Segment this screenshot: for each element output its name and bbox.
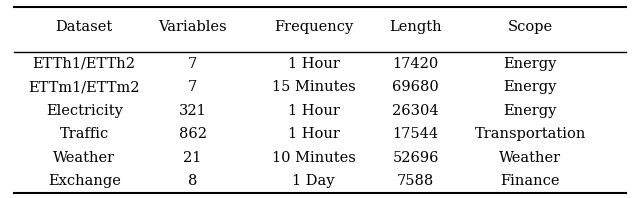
- Text: Weather: Weather: [53, 150, 115, 165]
- Text: 17420: 17420: [392, 57, 438, 71]
- Text: Scope: Scope: [508, 20, 553, 34]
- Text: 21: 21: [184, 150, 202, 165]
- Text: Frequency: Frequency: [274, 20, 353, 34]
- Text: 862: 862: [179, 127, 207, 141]
- Text: Exchange: Exchange: [48, 174, 121, 188]
- Text: Dataset: Dataset: [56, 20, 113, 34]
- Text: 321: 321: [179, 104, 207, 118]
- Text: 52696: 52696: [392, 150, 439, 165]
- Text: 10 Minutes: 10 Minutes: [272, 150, 356, 165]
- Text: 26304: 26304: [392, 104, 439, 118]
- Text: 7: 7: [188, 80, 197, 94]
- Text: 8: 8: [188, 174, 197, 188]
- Text: Energy: Energy: [504, 104, 557, 118]
- Text: 1 Hour: 1 Hour: [288, 104, 340, 118]
- Text: 7588: 7588: [397, 174, 434, 188]
- Text: Traffic: Traffic: [60, 127, 109, 141]
- Text: Finance: Finance: [500, 174, 560, 188]
- Text: 15 Minutes: 15 Minutes: [272, 80, 355, 94]
- Text: Energy: Energy: [504, 57, 557, 71]
- Text: Length: Length: [389, 20, 442, 34]
- Text: 69680: 69680: [392, 80, 439, 94]
- Text: 17544: 17544: [392, 127, 438, 141]
- Text: 7: 7: [188, 57, 197, 71]
- Text: Electricity: Electricity: [46, 104, 123, 118]
- Text: Energy: Energy: [504, 80, 557, 94]
- Text: ETTm1/ETTm2: ETTm1/ETTm2: [28, 80, 140, 94]
- Text: ETTh1/ETTh2: ETTh1/ETTh2: [33, 57, 136, 71]
- Text: 1 Hour: 1 Hour: [288, 57, 340, 71]
- Text: Transportation: Transportation: [475, 127, 586, 141]
- Text: 1 Day: 1 Day: [292, 174, 335, 188]
- Text: Variables: Variables: [158, 20, 227, 34]
- Text: 1 Hour: 1 Hour: [288, 127, 340, 141]
- Text: Weather: Weather: [499, 150, 561, 165]
